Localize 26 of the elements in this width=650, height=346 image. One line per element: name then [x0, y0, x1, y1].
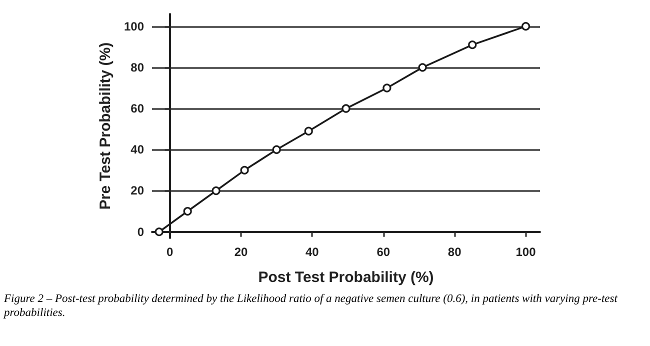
point — [272, 145, 281, 154]
x-tick-label: 80 — [448, 245, 462, 259]
x-axis-title: Post Test Probability (%) — [258, 269, 434, 286]
x-tick-label: 0 — [166, 245, 174, 259]
y-tick-label: 40 — [130, 142, 144, 157]
point — [418, 63, 427, 72]
point — [154, 228, 164, 236]
x-tick-label: 40 — [306, 245, 320, 259]
y-tick-label: 0 — [137, 224, 144, 239]
y-axis-title: Pre Test Probability (%) — [97, 42, 114, 210]
y-tick-label: 20 — [130, 184, 144, 198]
y-tick-label: 100 — [124, 19, 144, 34]
x-tick-label: 100 — [516, 245, 536, 259]
caption: Figure 2 – Post-test probability determined by the Likelihood ratio of a negative semen culture (0.6), in patients with varying pre-test probabilities. — [4, 292, 618, 320]
point — [183, 206, 192, 216]
point — [212, 186, 220, 196]
point — [382, 84, 392, 92]
point — [521, 22, 530, 31]
x-tick-label: 60 — [376, 245, 390, 259]
point — [342, 104, 350, 113]
point — [240, 166, 249, 174]
y-tick-label: 60 — [130, 102, 144, 116]
point — [304, 126, 313, 136]
y-tick-label: 80 — [130, 60, 144, 74]
point — [468, 40, 477, 50]
x-tick-label: 20 — [234, 245, 248, 259]
